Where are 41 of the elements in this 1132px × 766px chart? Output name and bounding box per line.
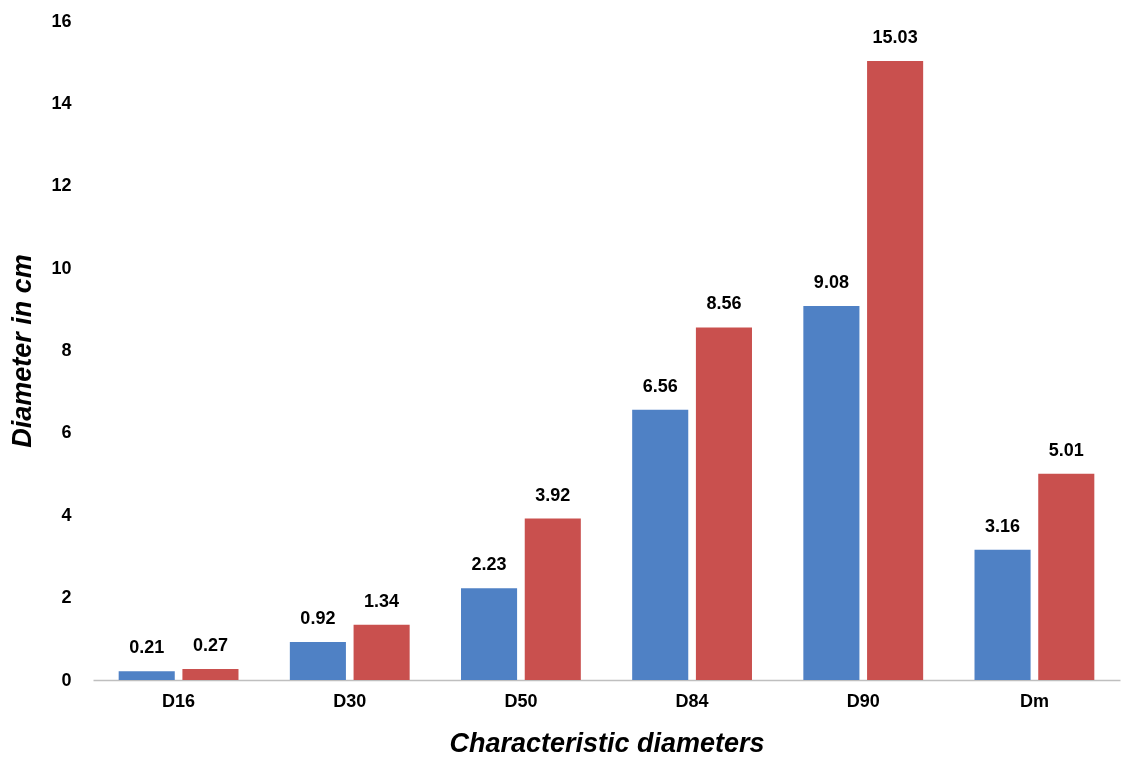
x-tick-label: D50 (504, 690, 538, 711)
bar (353, 624, 410, 680)
data-label: 15.03 (872, 26, 918, 47)
x-tick-label: D90 (846, 690, 880, 711)
bar (524, 518, 581, 680)
bar (974, 549, 1031, 680)
bar (867, 60, 924, 680)
y-axis-title: Diameter in cm (7, 254, 38, 448)
data-label: 3.16 (985, 515, 1021, 536)
y-tick-label: 14 (51, 92, 72, 113)
y-tick-label: 12 (51, 175, 72, 196)
bar (803, 306, 860, 680)
data-label: 0.92 (300, 608, 336, 629)
data-label: 5.01 (1048, 439, 1084, 460)
data-label: 0.21 (129, 637, 165, 658)
x-tick-label: D16 (162, 690, 196, 711)
y-tick-label: 0 (61, 669, 72, 690)
y-tick-label: 4 (61, 504, 72, 525)
data-label: 6.56 (642, 375, 678, 396)
bar (632, 409, 689, 680)
y-tick-label: 6 (61, 422, 72, 443)
bar (1038, 473, 1095, 680)
y-tick-label: 10 (51, 257, 72, 278)
data-label: 3.92 (535, 484, 571, 505)
data-label: 0.27 (192, 634, 228, 655)
y-tick-label: 8 (61, 340, 72, 360)
data-label: 2.23 (471, 554, 507, 575)
x-tick-label: D84 (675, 690, 709, 711)
x-axis-title: Characteristic diameters (449, 727, 765, 758)
bar (289, 642, 346, 680)
y-tick-label: 16 (51, 10, 72, 31)
x-tick-label: Dm (1019, 690, 1049, 711)
bar (182, 668, 239, 680)
data-label: 1.34 (364, 590, 400, 611)
data-label: 8.56 (706, 293, 742, 314)
bar (695, 327, 752, 680)
bar (461, 588, 518, 680)
y-tick-label: 2 (61, 587, 72, 608)
data-label: 9.08 (813, 272, 849, 293)
x-tick-label: D30 (333, 690, 367, 711)
bar (118, 671, 175, 680)
